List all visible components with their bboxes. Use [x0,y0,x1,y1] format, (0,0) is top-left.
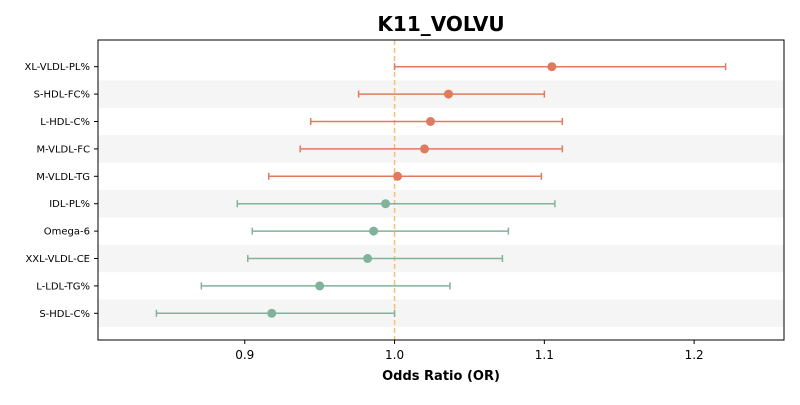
x-axis-label: Odds Ratio (OR) [382,369,500,384]
data-point [315,281,325,291]
y-tick-label: L-HDL-C% [40,117,90,128]
chart-title: K11_VOLVU [377,12,504,36]
data-point [369,226,379,236]
data-points [267,62,557,318]
x-tick-label: 0.9 [235,348,254,362]
plot-frame [97,39,785,341]
data-point [420,144,430,154]
data-point [393,171,403,181]
x-tick-label: 1.0 [385,348,404,362]
y-tick-label: XL-VLDL-PL% [25,62,91,73]
data-point [426,117,436,126]
y-tick-label: L-LDL-TG% [36,281,90,292]
error-bars [155,63,727,317]
y-tick-label: S-HDL-FC% [34,90,90,101]
y-tick-label: XXL-VLDL-CE [25,254,90,265]
y-tick-label: IDL-PL% [49,199,90,210]
x-tick-labels: 0.9 1.0 1.1 1.2 [235,348,703,362]
data-point [443,89,453,99]
x-tick-label: 1.2 [685,348,704,362]
data-point [547,62,557,72]
data-point [381,199,391,209]
data-point [363,254,373,263]
y-tick-label: Omega-6 [44,227,90,238]
y-tick-labels: XL-VLDL-PL% S-HDL-FC% L-HDL-C% M-VLDL-FC M-V… [25,62,91,320]
y-tick-label: M-VLDL-FC [36,144,90,155]
y-tick-label: M-VLDL-TG [36,172,90,183]
axes [94,39,785,344]
y-tick-label: S-HDL-C% [39,309,90,320]
data-point [267,308,277,318]
x-tick-label: 1.1 [535,348,554,362]
